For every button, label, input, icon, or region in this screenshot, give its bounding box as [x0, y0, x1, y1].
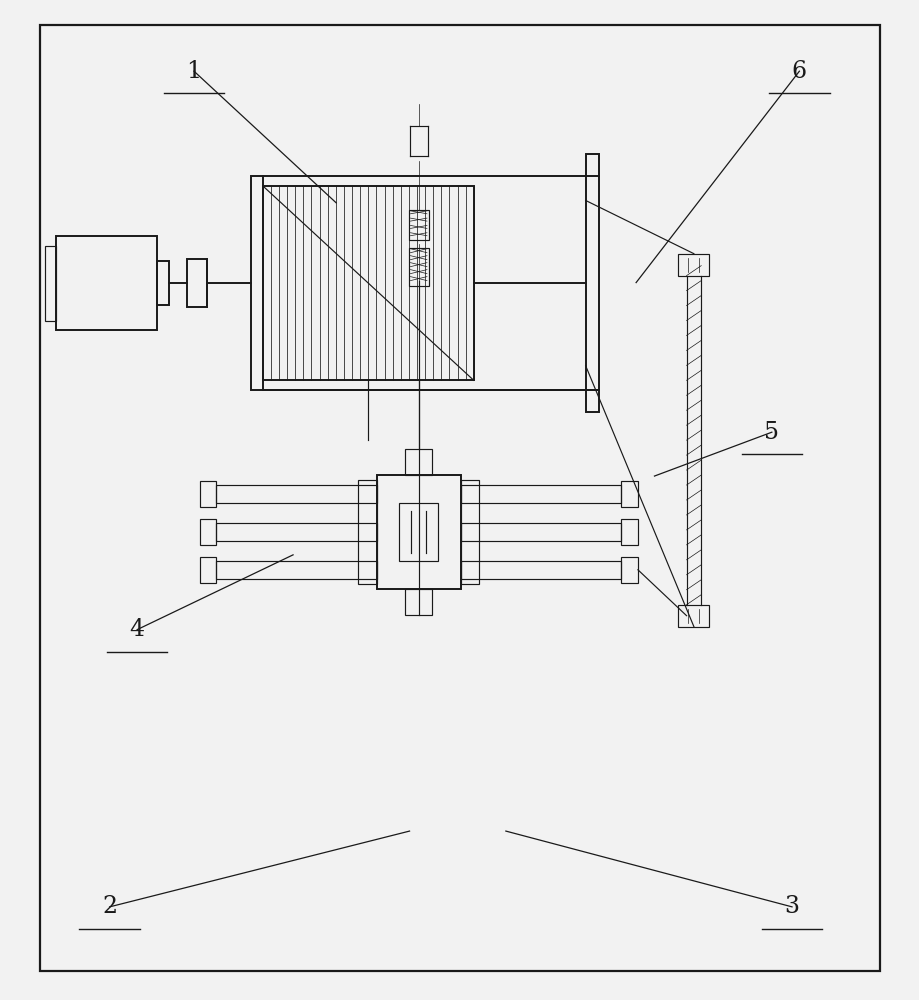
Bar: [620, 519, 637, 545]
Bar: [460, 561, 620, 579]
Text: 3: 3: [784, 895, 799, 918]
Bar: [677, 605, 709, 627]
Bar: [251, 176, 263, 390]
Bar: [157, 261, 169, 305]
Bar: [585, 154, 599, 412]
Bar: [620, 557, 637, 583]
Bar: [216, 485, 376, 503]
Bar: [460, 480, 479, 584]
Bar: [404, 449, 432, 475]
Bar: [357, 480, 376, 584]
Bar: [199, 557, 216, 583]
Bar: [187, 259, 207, 307]
Bar: [199, 481, 216, 507]
Bar: [408, 248, 428, 286]
Bar: [399, 503, 437, 561]
Bar: [216, 523, 376, 541]
Text: 6: 6: [791, 60, 806, 83]
Bar: [620, 481, 637, 507]
Text: 4: 4: [130, 618, 144, 641]
Bar: [199, 519, 216, 545]
Bar: [263, 186, 473, 380]
Text: 1: 1: [187, 60, 201, 83]
Text: 5: 5: [764, 421, 778, 444]
Bar: [56, 236, 157, 330]
Text: 2: 2: [102, 895, 117, 918]
Bar: [404, 589, 432, 615]
Bar: [460, 485, 620, 503]
Bar: [45, 246, 56, 320]
Bar: [216, 561, 376, 579]
Bar: [376, 475, 460, 589]
Bar: [460, 523, 620, 541]
Bar: [677, 254, 709, 276]
Bar: [408, 210, 428, 240]
